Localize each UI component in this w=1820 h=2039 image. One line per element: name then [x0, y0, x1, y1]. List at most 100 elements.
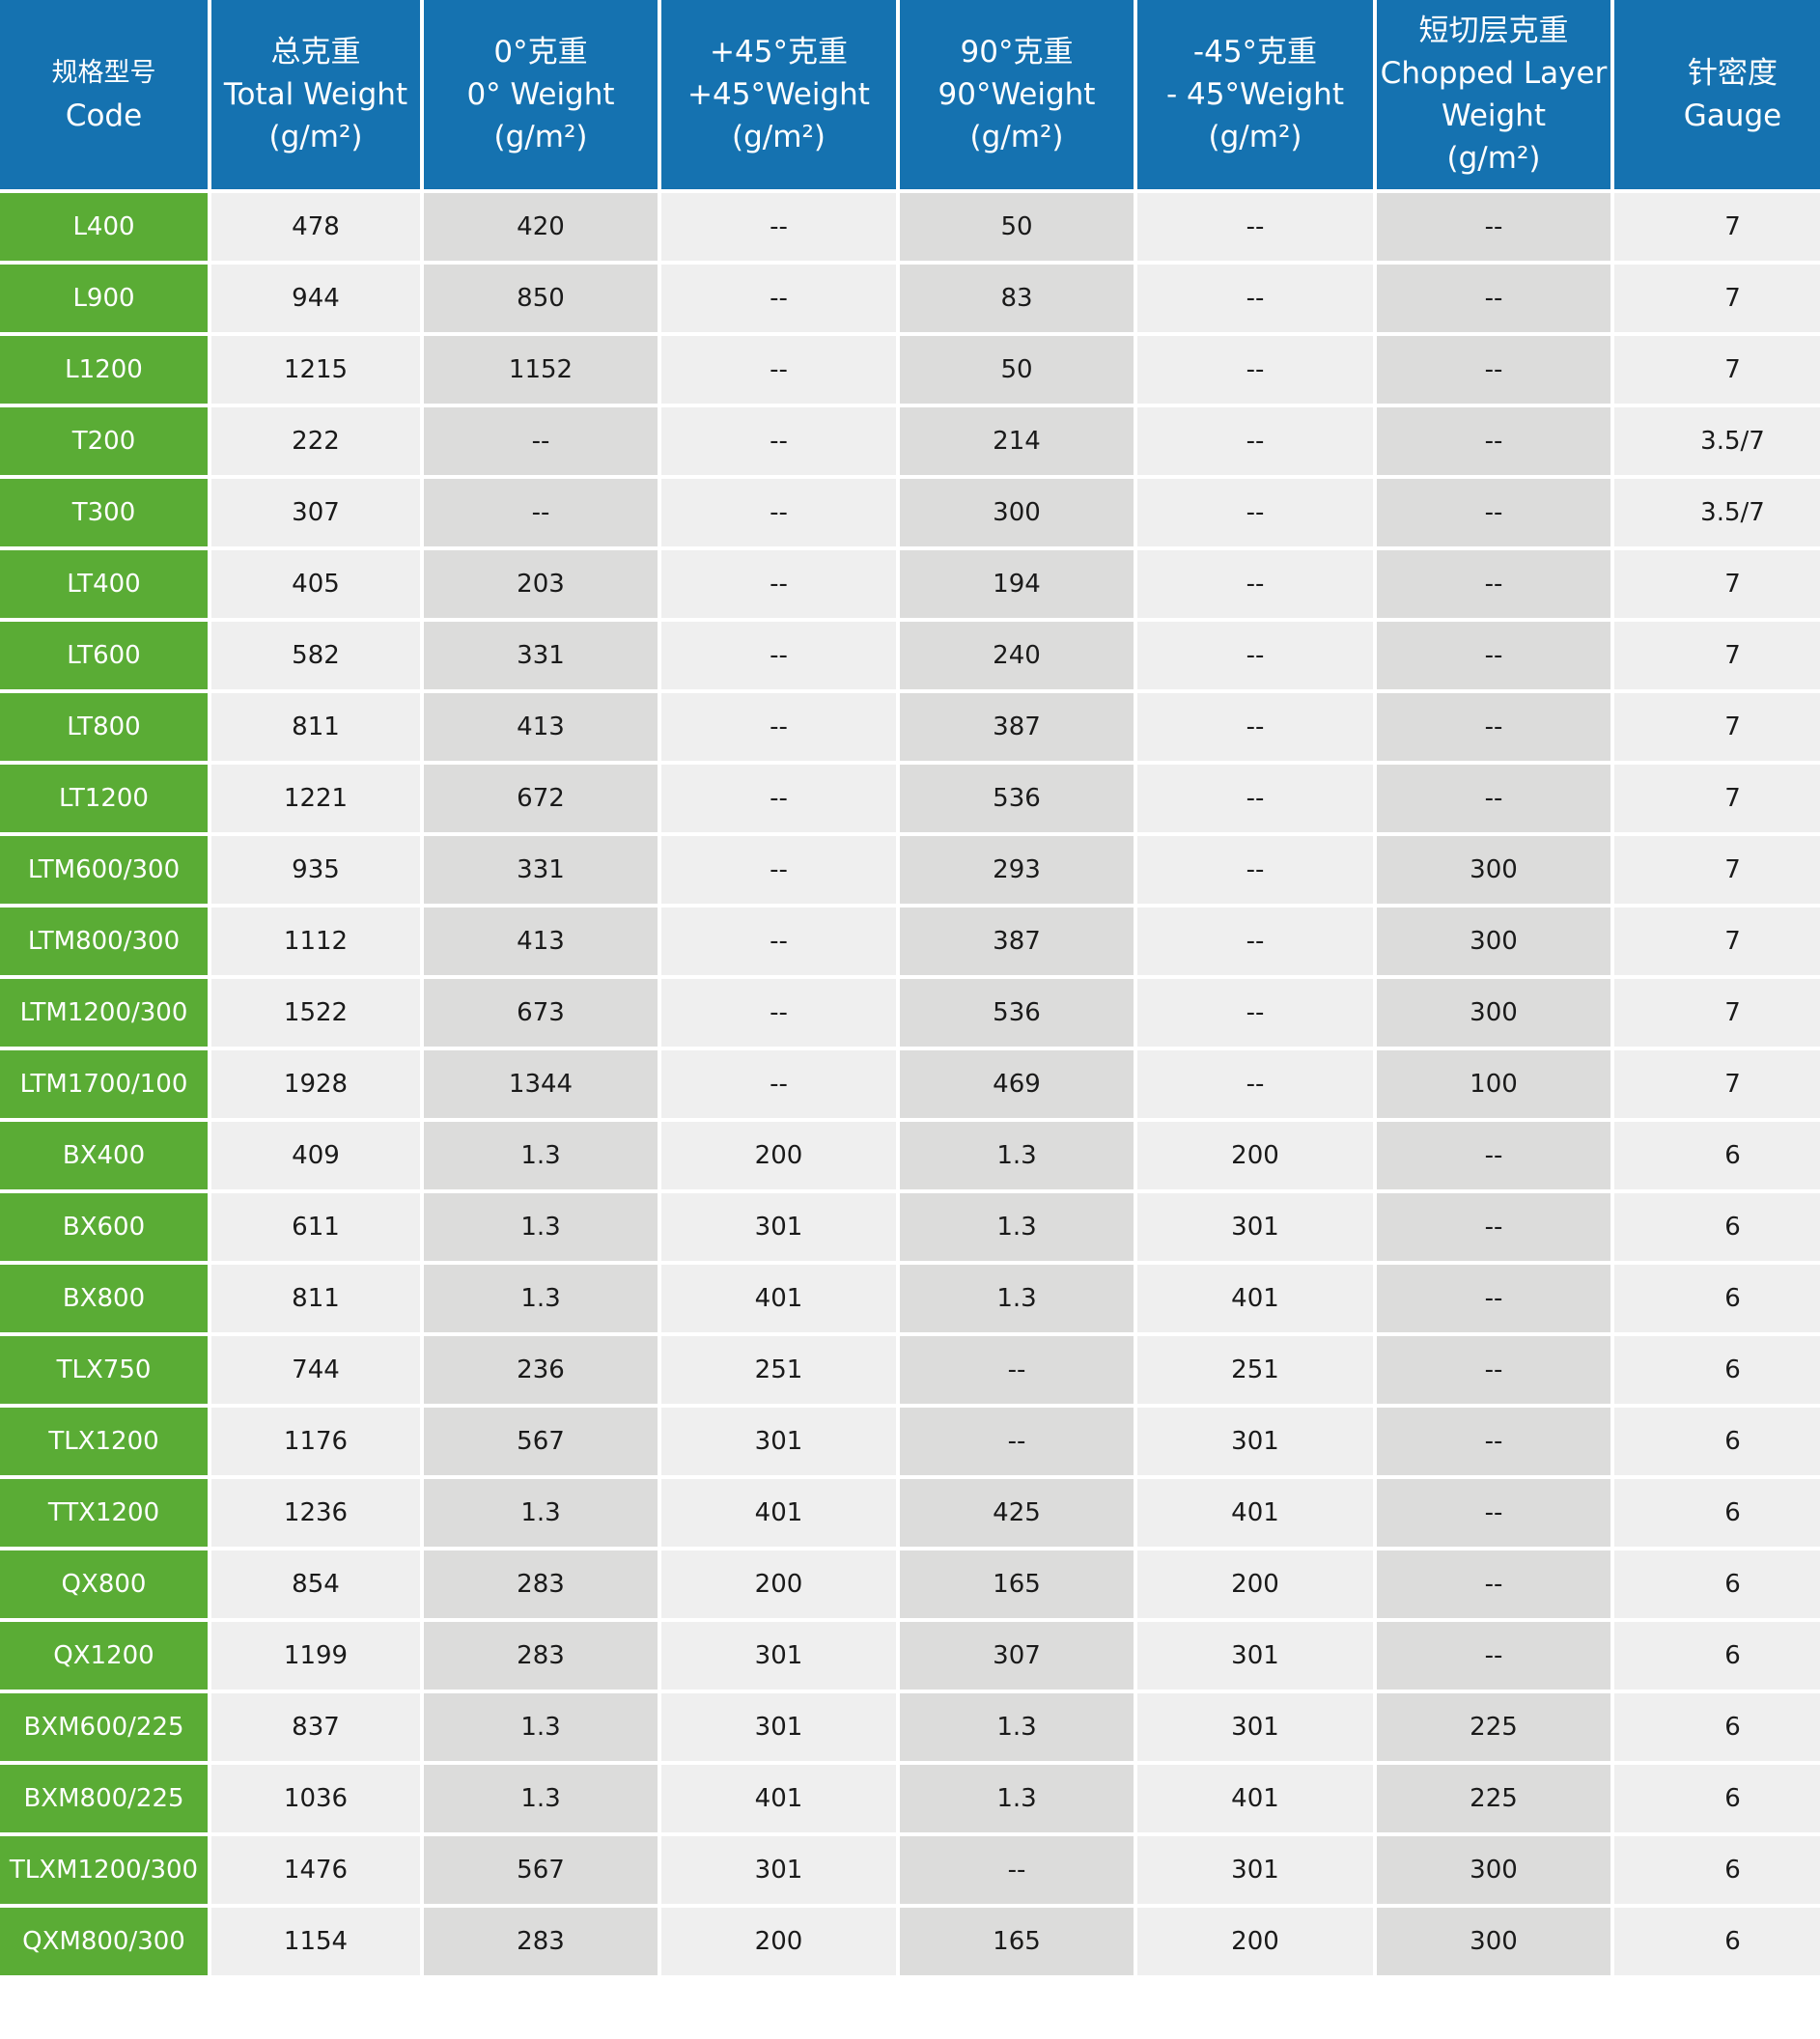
header-zero-deg-weight-unit: (g/m²) [493, 120, 588, 154]
header-minus45-weight-en: - 45°Weight [1166, 77, 1344, 112]
cell-total-weight: 1199 [211, 1622, 420, 1690]
cell-gauge: 6 [1614, 1193, 1820, 1261]
cell-ninety-deg-weight: 1.3 [900, 1765, 1134, 1832]
cell-gauge: 7 [1614, 693, 1820, 761]
table-row: T200 222 -- -- 214 -- -- 3.5/7 [0, 407, 1820, 475]
cell-total-weight: 405 [211, 550, 420, 618]
cell-zero-deg-weight: 236 [424, 1336, 658, 1404]
cell-zero-deg-weight: 1.3 [424, 1693, 658, 1761]
cell-total-weight: 1215 [211, 336, 420, 404]
cell-total-weight: 854 [211, 1550, 420, 1618]
cell-chopped-layer-weight: -- [1377, 1265, 1610, 1332]
table-row: T300 307 -- -- 300 -- -- 3.5/7 [0, 479, 1820, 546]
cell-ninety-deg-weight: 293 [900, 836, 1134, 904]
cell-minus45-weight: 401 [1137, 1265, 1373, 1332]
cell-gauge: 7 [1614, 622, 1820, 689]
cell-zero-deg-weight: 413 [424, 908, 658, 975]
header-chopped-layer-weight-unit: (g/m²) [1446, 141, 1541, 176]
table-row: TLX1200 1176 567 301 -- 301 -- 6 [0, 1408, 1820, 1475]
header-chopped-layer-weight-en: Chopped Layer Weight [1380, 56, 1608, 133]
cell-zero-deg-weight: 1.3 [424, 1765, 658, 1832]
cell-plus45-weight: -- [661, 407, 896, 475]
cell-total-weight: 944 [211, 265, 420, 332]
cell-ninety-deg-weight: 165 [900, 1550, 1134, 1618]
table-row: LT400 405 203 -- 194 -- -- 7 [0, 550, 1820, 618]
header-plus45-weight-unit: (g/m²) [732, 120, 826, 154]
table-row: L900 944 850 -- 83 -- -- 7 [0, 265, 1820, 332]
cell-zero-deg-weight: 331 [424, 836, 658, 904]
cell-ninety-deg-weight: -- [900, 1336, 1134, 1404]
table-row: LT600 582 331 -- 240 -- -- 7 [0, 622, 1820, 689]
cell-gauge: 6 [1614, 1408, 1820, 1475]
cell-chopped-layer-weight: -- [1377, 693, 1610, 761]
table-row: TLXM1200/300 1476 567 301 -- 301 300 6 [0, 1836, 1820, 1904]
cell-zero-deg-weight: -- [424, 479, 658, 546]
header-total-weight-unit: (g/m²) [268, 120, 363, 154]
header-total-weight-en: Total Weight [223, 77, 408, 112]
cell-ninety-deg-weight: 1.3 [900, 1265, 1134, 1332]
cell-zero-deg-weight: 567 [424, 1836, 658, 1904]
cell-total-weight: 1928 [211, 1050, 420, 1118]
cell-minus45-weight: -- [1137, 336, 1373, 404]
cell-plus45-weight: -- [661, 550, 896, 618]
cell-zero-deg-weight: 283 [424, 1622, 658, 1690]
header-gauge-cn: 针密度 [1688, 56, 1778, 91]
header-minus45-weight: -45°克重 - 45°Weight (g/m²) [1137, 0, 1373, 189]
cell-ninety-deg-weight: 1.3 [900, 1122, 1134, 1189]
cell-ninety-deg-weight: 83 [900, 265, 1134, 332]
cell-total-weight: 409 [211, 1122, 420, 1189]
table-row: LTM800/300 1112 413 -- 387 -- 300 7 [0, 908, 1820, 975]
cell-gauge: 7 [1614, 979, 1820, 1047]
table-row: BX400 409 1.3 200 1.3 200 -- 6 [0, 1122, 1820, 1189]
cell-total-weight: 935 [211, 836, 420, 904]
cell-chopped-layer-weight: -- [1377, 1550, 1610, 1618]
cell-chopped-layer-weight: -- [1377, 1622, 1610, 1690]
cell-total-weight: 1221 [211, 765, 420, 832]
cell-chopped-layer-weight: 225 [1377, 1693, 1610, 1761]
table-row: LTM1200/300 1522 673 -- 536 -- 300 7 [0, 979, 1820, 1047]
header-zero-deg-weight-cn: 0°克重 [493, 35, 588, 70]
table-row: L1200 1215 1152 -- 50 -- -- 7 [0, 336, 1820, 404]
cell-minus45-weight: 200 [1137, 1122, 1373, 1189]
cell-minus45-weight: -- [1137, 765, 1373, 832]
cell-total-weight: 1476 [211, 1836, 420, 1904]
cell-plus45-weight: -- [661, 193, 896, 261]
cell-zero-deg-weight: 1.3 [424, 1122, 658, 1189]
cell-minus45-weight: -- [1137, 1050, 1373, 1118]
cell-gauge: 7 [1614, 765, 1820, 832]
table-row: LTM600/300 935 331 -- 293 -- 300 7 [0, 836, 1820, 904]
cell-gauge: 7 [1614, 1050, 1820, 1118]
cell-total-weight: 582 [211, 622, 420, 689]
cell-gauge: 6 [1614, 1479, 1820, 1547]
cell-gauge: 3.5/7 [1614, 407, 1820, 475]
cell-code: BXM800/225 [0, 1765, 208, 1832]
cell-code: LTM1200/300 [0, 979, 208, 1047]
cell-plus45-weight: -- [661, 836, 896, 904]
cell-total-weight: 811 [211, 1265, 420, 1332]
cell-minus45-weight: 301 [1137, 1193, 1373, 1261]
cell-plus45-weight: -- [661, 336, 896, 404]
cell-chopped-layer-weight: -- [1377, 407, 1610, 475]
cell-plus45-weight: -- [661, 479, 896, 546]
cell-gauge: 3.5/7 [1614, 479, 1820, 546]
cell-zero-deg-weight: 1.3 [424, 1193, 658, 1261]
cell-chopped-layer-weight: -- [1377, 1479, 1610, 1547]
cell-total-weight: 611 [211, 1193, 420, 1261]
cell-total-weight: 1112 [211, 908, 420, 975]
cell-minus45-weight: -- [1137, 693, 1373, 761]
header-gauge: 针密度 Gauge [1614, 0, 1820, 189]
cell-minus45-weight: -- [1137, 836, 1373, 904]
cell-minus45-weight: -- [1137, 407, 1373, 475]
table-row: LT800 811 413 -- 387 -- -- 7 [0, 693, 1820, 761]
cell-code: LT600 [0, 622, 208, 689]
cell-plus45-weight: 401 [661, 1265, 896, 1332]
table-row: LTM1700/100 1928 1344 -- 469 -- 100 7 [0, 1050, 1820, 1118]
cell-gauge: 6 [1614, 1908, 1820, 1975]
cell-ninety-deg-weight: 214 [900, 407, 1134, 475]
cell-total-weight: 1236 [211, 1479, 420, 1547]
cell-chopped-layer-weight: -- [1377, 550, 1610, 618]
cell-ninety-deg-weight: 387 [900, 908, 1134, 975]
cell-chopped-layer-weight: 300 [1377, 1836, 1610, 1904]
cell-zero-deg-weight: 567 [424, 1408, 658, 1475]
cell-zero-deg-weight: 283 [424, 1908, 658, 1975]
